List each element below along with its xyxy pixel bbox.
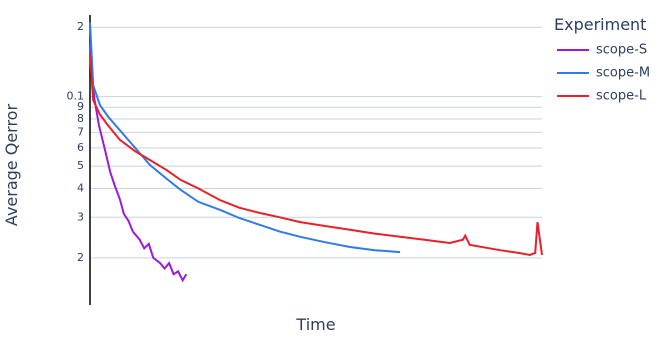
y-axis-title: Average Qerror	[2, 104, 21, 227]
y-tick-label: 2	[77, 20, 84, 33]
x-axis-title: Time	[295, 315, 335, 334]
series-line	[89, 54, 543, 257]
y-tick-label: 9	[77, 100, 84, 113]
y-tick-label: 7	[77, 125, 84, 138]
y-tick-label: 0.1	[67, 90, 85, 103]
y-tick-label: 6	[77, 141, 84, 154]
y-tick-label: 5	[77, 159, 84, 172]
y-tick-label: 8	[77, 112, 84, 125]
legend-label: scope-S	[596, 43, 647, 58]
legend-title: Experiment	[554, 15, 646, 34]
series-line	[89, 43, 188, 283]
legend-label: scope-M	[596, 66, 650, 81]
series-line	[89, 22, 401, 254]
y-tick-label: 3	[77, 210, 84, 223]
legend-label: scope-L	[596, 89, 647, 104]
y-tick-label: 4	[77, 181, 84, 194]
y-tick-label: 2	[77, 251, 84, 264]
